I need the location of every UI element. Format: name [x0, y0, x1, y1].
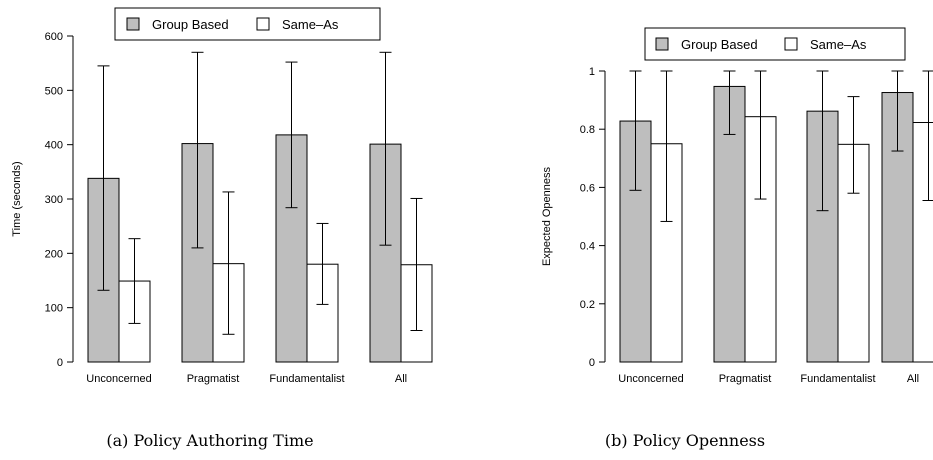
legend-label: Group Based	[681, 37, 758, 52]
x-tick-label: Fundamentalist	[800, 373, 875, 385]
y-tick-label: 400	[45, 140, 63, 152]
x-tick-label: All	[907, 373, 919, 385]
bar	[275, 134, 308, 363]
y-tick-label: 1	[589, 66, 595, 78]
y-tick-label: 0.4	[580, 241, 595, 253]
legend-swatch	[784, 37, 798, 51]
y-tick-label: 600	[45, 31, 63, 43]
x-tick-label: Unconcerned	[86, 373, 151, 385]
x-tick-label: Fundamentalist	[269, 373, 344, 385]
legend-label: Group Based	[152, 17, 229, 32]
bar	[369, 143, 402, 363]
bar	[912, 122, 933, 363]
chart-panel-b: 0 0.2 0.4 0.6 0.8 1 Expected Openness Unconcern…	[541, 27, 933, 385]
y-tick-label: 0.8	[580, 124, 595, 136]
legend-label: Same–As	[282, 17, 339, 32]
legend-box	[644, 27, 906, 61]
caption-a: (a) Policy Authoring Time	[106, 431, 313, 450]
y-tick-label: 0.2	[580, 299, 595, 311]
chart-panel-a: 0 100 200 300 400 500 600 Time (seconds) Unconce…	[11, 7, 433, 385]
y-tick-label: 300	[45, 194, 63, 206]
y-tick-label: 0	[589, 357, 595, 369]
x-tick-label: Pragmatist	[187, 373, 240, 385]
y-tick-label: 100	[45, 303, 63, 315]
x-tick-label: Pragmatist	[719, 373, 772, 385]
legend-swatch	[126, 17, 140, 31]
y-axis-title: Expected Openness	[541, 166, 553, 266]
legend-box	[114, 7, 381, 41]
y-tick-label: 200	[45, 248, 63, 260]
y-tick-label: 0.6	[580, 182, 595, 194]
legend-swatch	[655, 37, 669, 51]
y-axis-title: Time (seconds)	[11, 161, 23, 236]
x-tick-label: All	[395, 373, 407, 385]
legend-swatch	[256, 17, 270, 31]
caption-b: (b) Policy Openness	[605, 431, 765, 450]
x-tick-label: Unconcerned	[618, 373, 683, 385]
y-tick-label: 500	[45, 85, 63, 97]
legend-label: Same–As	[810, 37, 867, 52]
y-tick-label: 0	[57, 357, 63, 369]
